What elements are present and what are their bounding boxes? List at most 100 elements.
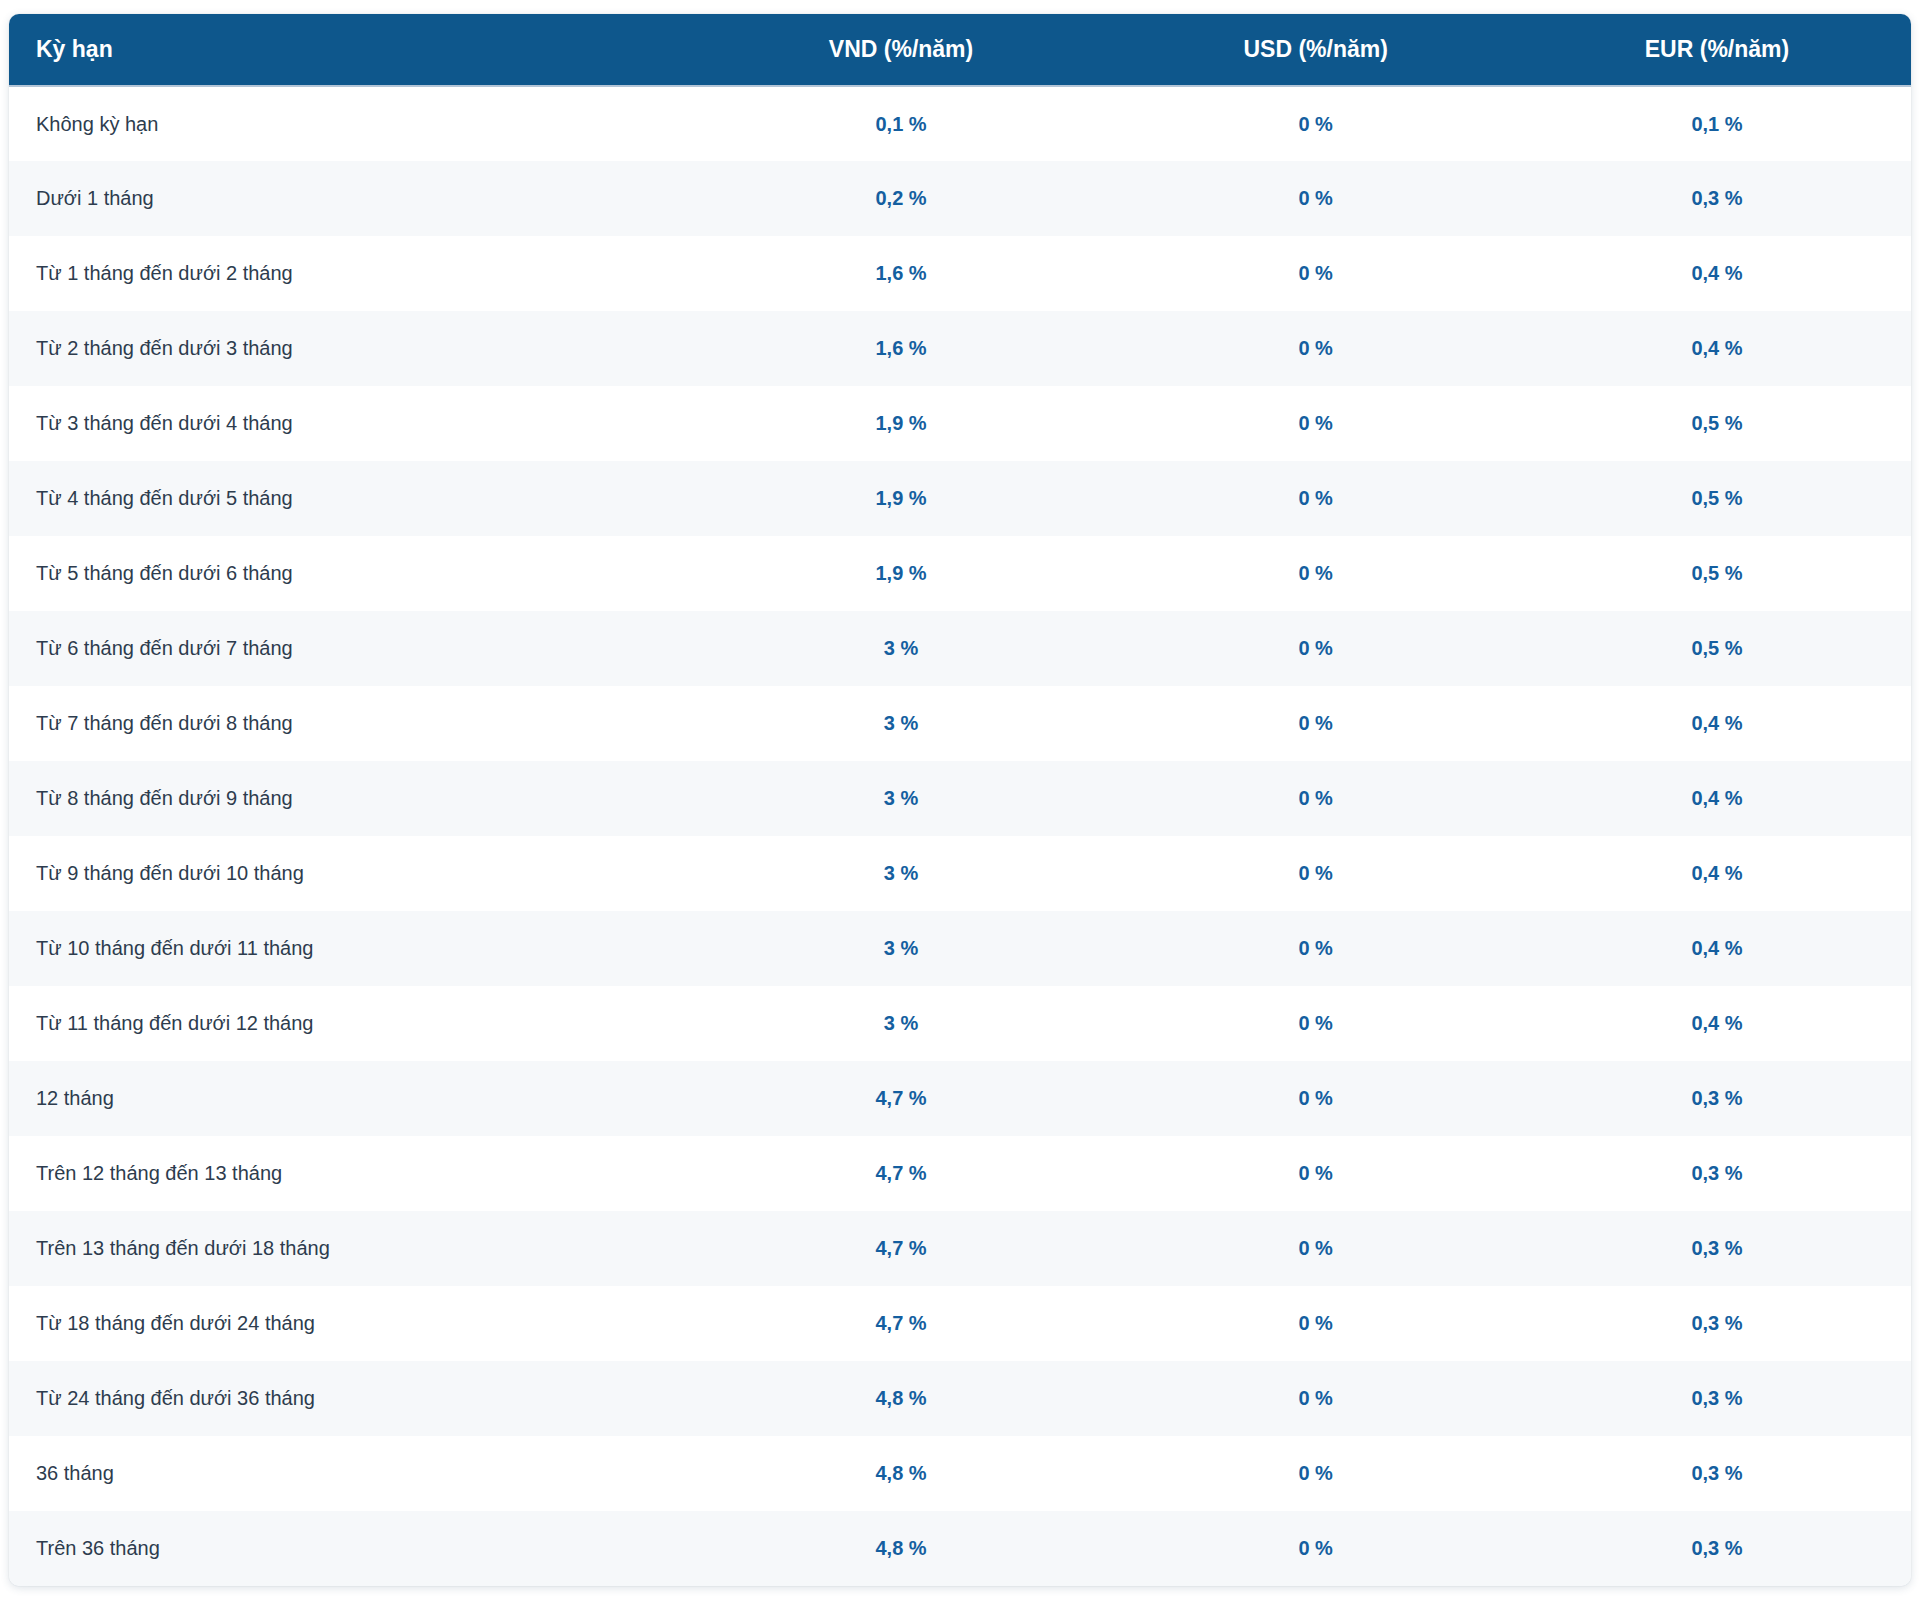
table-row: Trên 12 tháng đến 13 tháng4,7 %0 %0,3 % <box>9 1136 1911 1211</box>
term-cell: Không kỳ hạn <box>9 86 694 161</box>
eur-cell: 0,1 % <box>1523 86 1911 161</box>
term-cell: Từ 5 tháng đến dưới 6 tháng <box>9 536 694 611</box>
eur-cell: 0,4 % <box>1523 311 1911 386</box>
eur-cell: 0,4 % <box>1523 686 1911 761</box>
table-header-row: Kỳ hạn VND (%/năm) USD (%/năm) EUR (%/nă… <box>9 14 1911 86</box>
column-header-usd: USD (%/năm) <box>1108 14 1523 86</box>
eur-cell: 0,4 % <box>1523 836 1911 911</box>
usd-cell: 0 % <box>1108 1511 1523 1586</box>
table-row: Từ 10 tháng đến dưới 11 tháng3 %0 %0,4 % <box>9 911 1911 986</box>
usd-cell: 0 % <box>1108 836 1523 911</box>
term-cell: Từ 11 tháng đến dưới 12 tháng <box>9 986 694 1061</box>
column-header-eur: EUR (%/năm) <box>1523 14 1911 86</box>
term-cell: Trên 36 tháng <box>9 1511 694 1586</box>
vnd-cell: 4,8 % <box>694 1361 1109 1436</box>
table-row: Từ 8 tháng đến dưới 9 tháng3 %0 %0,4 % <box>9 761 1911 836</box>
usd-cell: 0 % <box>1108 386 1523 461</box>
vnd-cell: 1,9 % <box>694 461 1109 536</box>
table-row: Từ 5 tháng đến dưới 6 tháng1,9 %0 %0,5 % <box>9 536 1911 611</box>
table-row: Trên 36 tháng4,8 %0 %0,3 % <box>9 1511 1911 1586</box>
term-cell: Trên 12 tháng đến 13 tháng <box>9 1136 694 1211</box>
vnd-cell: 1,9 % <box>694 536 1109 611</box>
vnd-cell: 4,7 % <box>694 1286 1109 1361</box>
eur-cell: 0,3 % <box>1523 1361 1911 1436</box>
eur-cell: 0,5 % <box>1523 461 1911 536</box>
eur-cell: 0,3 % <box>1523 161 1911 236</box>
vnd-cell: 3 % <box>694 986 1109 1061</box>
eur-cell: 0,4 % <box>1523 986 1911 1061</box>
term-cell: Từ 7 tháng đến dưới 8 tháng <box>9 686 694 761</box>
table-row: Dưới 1 tháng0,2 %0 %0,3 % <box>9 161 1911 236</box>
term-cell: Từ 24 tháng đến dưới 36 tháng <box>9 1361 694 1436</box>
table-row: Trên 13 tháng đến dưới 18 tháng4,7 %0 %0… <box>9 1211 1911 1286</box>
usd-cell: 0 % <box>1108 1286 1523 1361</box>
vnd-cell: 3 % <box>694 686 1109 761</box>
table-row: Từ 18 tháng đến dưới 24 tháng4,7 %0 %0,3… <box>9 1286 1911 1361</box>
table-header: Kỳ hạn VND (%/năm) USD (%/năm) EUR (%/nă… <box>9 14 1911 86</box>
table-row: Từ 4 tháng đến dưới 5 tháng1,9 %0 %0,5 % <box>9 461 1911 536</box>
usd-cell: 0 % <box>1108 311 1523 386</box>
vnd-cell: 1,9 % <box>694 386 1109 461</box>
term-cell: Trên 13 tháng đến dưới 18 tháng <box>9 1211 694 1286</box>
usd-cell: 0 % <box>1108 1361 1523 1436</box>
table-row: Từ 24 tháng đến dưới 36 tháng4,8 %0 %0,3… <box>9 1361 1911 1436</box>
vnd-cell: 0,1 % <box>694 86 1109 161</box>
term-cell: Dưới 1 tháng <box>9 161 694 236</box>
eur-cell: 0,5 % <box>1523 611 1911 686</box>
term-cell: Từ 6 tháng đến dưới 7 tháng <box>9 611 694 686</box>
column-header-term: Kỳ hạn <box>9 14 694 86</box>
vnd-cell: 4,8 % <box>694 1436 1109 1511</box>
usd-cell: 0 % <box>1108 986 1523 1061</box>
vnd-cell: 3 % <box>694 911 1109 986</box>
usd-cell: 0 % <box>1108 761 1523 836</box>
eur-cell: 0,4 % <box>1523 761 1911 836</box>
table-row: 36 tháng4,8 %0 %0,3 % <box>9 1436 1911 1511</box>
table-row: Từ 3 tháng đến dưới 4 tháng1,9 %0 %0,5 % <box>9 386 1911 461</box>
eur-cell: 0,4 % <box>1523 236 1911 311</box>
eur-cell: 0,5 % <box>1523 386 1911 461</box>
table-row: Từ 1 tháng đến dưới 2 tháng1,6 %0 %0,4 % <box>9 236 1911 311</box>
eur-cell: 0,5 % <box>1523 536 1911 611</box>
table-row: Từ 11 tháng đến dưới 12 tháng3 %0 %0,4 % <box>9 986 1911 1061</box>
table-row: Không kỳ hạn0,1 %0 %0,1 % <box>9 86 1911 161</box>
term-cell: Từ 3 tháng đến dưới 4 tháng <box>9 386 694 461</box>
term-cell: Từ 8 tháng đến dưới 9 tháng <box>9 761 694 836</box>
eur-cell: 0,4 % <box>1523 911 1911 986</box>
usd-cell: 0 % <box>1108 86 1523 161</box>
usd-cell: 0 % <box>1108 1211 1523 1286</box>
vnd-cell: 4,7 % <box>694 1211 1109 1286</box>
usd-cell: 0 % <box>1108 461 1523 536</box>
table-row: Từ 6 tháng đến dưới 7 tháng3 %0 %0,5 % <box>9 611 1911 686</box>
vnd-cell: 1,6 % <box>694 311 1109 386</box>
interest-rate-table-card: Kỳ hạn VND (%/năm) USD (%/năm) EUR (%/nă… <box>9 14 1911 1586</box>
eur-cell: 0,3 % <box>1523 1436 1911 1511</box>
vnd-cell: 0,2 % <box>694 161 1109 236</box>
rate-table-body: Không kỳ hạn0,1 %0 %0,1 %Dưới 1 tháng0,2… <box>9 86 1911 1586</box>
table-row: Từ 9 tháng đến dưới 10 tháng3 %0 %0,4 % <box>9 836 1911 911</box>
eur-cell: 0,3 % <box>1523 1511 1911 1586</box>
usd-cell: 0 % <box>1108 686 1523 761</box>
table-row: Từ 7 tháng đến dưới 8 tháng3 %0 %0,4 % <box>9 686 1911 761</box>
usd-cell: 0 % <box>1108 1136 1523 1211</box>
term-cell: Từ 18 tháng đến dưới 24 tháng <box>9 1286 694 1361</box>
term-cell: Từ 2 tháng đến dưới 3 tháng <box>9 311 694 386</box>
usd-cell: 0 % <box>1108 611 1523 686</box>
term-cell: 36 tháng <box>9 1436 694 1511</box>
vnd-cell: 3 % <box>694 836 1109 911</box>
table-row: 12 tháng4,7 %0 %0,3 % <box>9 1061 1911 1136</box>
vnd-cell: 4,7 % <box>694 1136 1109 1211</box>
term-cell: Từ 10 tháng đến dưới 11 tháng <box>9 911 694 986</box>
eur-cell: 0,3 % <box>1523 1061 1911 1136</box>
usd-cell: 0 % <box>1108 536 1523 611</box>
vnd-cell: 4,7 % <box>694 1061 1109 1136</box>
eur-cell: 0,3 % <box>1523 1211 1911 1286</box>
term-cell: Từ 1 tháng đến dưới 2 tháng <box>9 236 694 311</box>
vnd-cell: 3 % <box>694 761 1109 836</box>
usd-cell: 0 % <box>1108 1061 1523 1136</box>
column-header-vnd: VND (%/năm) <box>694 14 1109 86</box>
eur-cell: 0,3 % <box>1523 1136 1911 1211</box>
term-cell: Từ 9 tháng đến dưới 10 tháng <box>9 836 694 911</box>
eur-cell: 0,3 % <box>1523 1286 1911 1361</box>
interest-rate-table: Kỳ hạn VND (%/năm) USD (%/năm) EUR (%/nă… <box>9 14 1911 1586</box>
vnd-cell: 4,8 % <box>694 1511 1109 1586</box>
